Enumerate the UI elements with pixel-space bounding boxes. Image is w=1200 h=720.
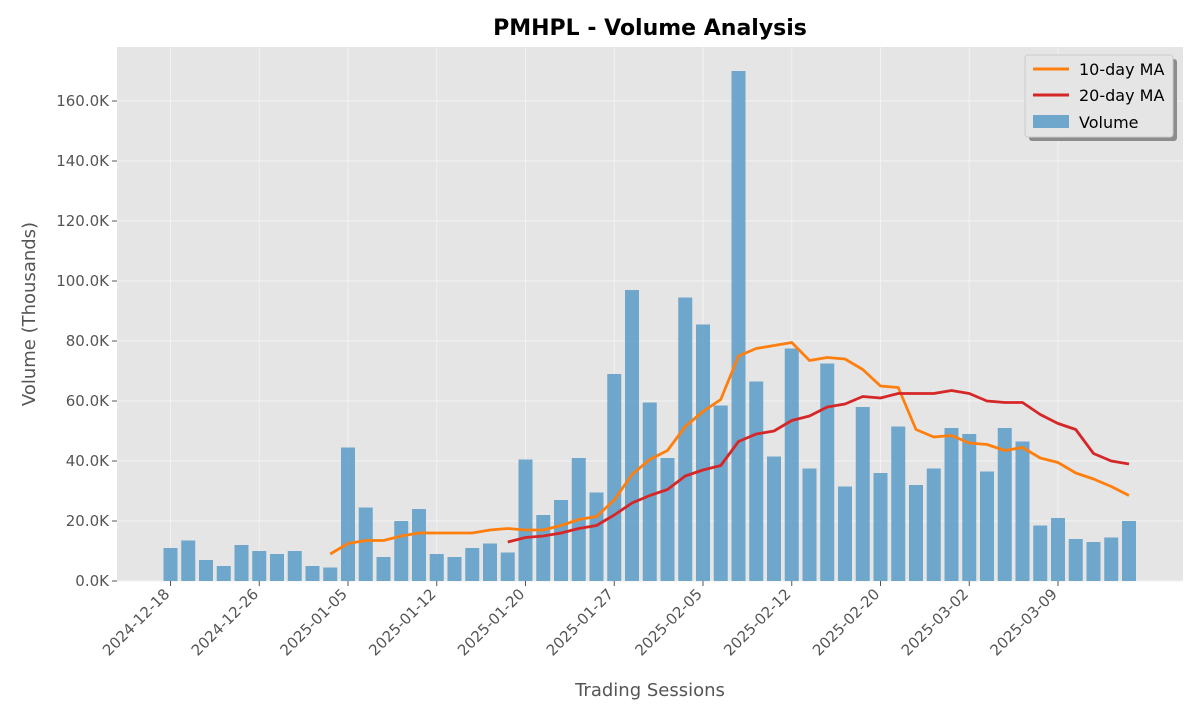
y-tick-label: 100.0K: [56, 272, 110, 290]
volume-bar: [962, 434, 977, 581]
volume-bar: [802, 468, 817, 581]
volume-bar: [731, 71, 746, 581]
volume-bar: [784, 348, 799, 581]
volume-bar: [412, 509, 426, 581]
volume-bar: [376, 557, 391, 581]
volume-bar: [163, 548, 178, 581]
x-tick-label: 2025-02-05: [631, 585, 705, 659]
ma-lines: [329, 341, 1130, 556]
volume-bar: [518, 459, 533, 581]
volume-bar: [181, 540, 196, 581]
volume-bar: [997, 428, 1012, 581]
volume-bars: [163, 71, 1136, 581]
volume-bar: [607, 374, 622, 581]
x-tick-label: 2025-01-05: [276, 585, 350, 659]
legend-volume-label: Volume: [1079, 113, 1139, 132]
volume-bar: [926, 468, 941, 581]
volume-bar: [465, 548, 480, 581]
volume-bar: [1104, 537, 1119, 581]
volume-bar: [678, 297, 693, 581]
y-tick-label: 20.0K: [66, 512, 110, 530]
legend-ma10-label: 10-day MA: [1079, 60, 1164, 79]
y-tick-label: 160.0K: [56, 92, 110, 110]
volume-bar: [767, 456, 781, 581]
chart-title: PMHPL - Volume Analysis: [493, 16, 807, 41]
volume-bar: [909, 485, 923, 581]
volume-bar: [270, 554, 284, 581]
volume-bar: [429, 554, 444, 581]
volume-bar: [980, 471, 994, 581]
x-tick-label: 2025-02-20: [809, 585, 883, 659]
volume-bar: [483, 543, 497, 581]
volume-bar: [1033, 525, 1048, 581]
volume-bar: [660, 458, 675, 581]
volume-bar: [1051, 518, 1065, 581]
volume-bar: [554, 500, 568, 581]
x-tick-label: 2025-01-12: [365, 585, 439, 659]
volume-bar: [1068, 539, 1083, 581]
volume-bar: [234, 545, 249, 581]
y-tick-label: 40.0K: [66, 452, 110, 470]
volume-bar: [287, 551, 302, 581]
volume-bar: [820, 363, 835, 581]
ma10-line: [329, 341, 1130, 556]
volume-bar: [341, 447, 355, 581]
volume-bar: [358, 507, 373, 581]
volume-bar: [749, 381, 764, 581]
y-tick-label: 60.0K: [66, 392, 110, 410]
y-axis-label: Volume (Thousands): [19, 222, 40, 406]
volume-bar: [713, 405, 728, 581]
volume-bar: [199, 560, 213, 581]
volume-bar: [1015, 441, 1030, 581]
x-tick-label: 2024-12-26: [188, 585, 262, 659]
volume-bar: [536, 515, 551, 581]
volume-bar: [394, 521, 409, 581]
x-tick-label: 2025-01-27: [543, 585, 617, 659]
y-tick-label: 0.0K: [75, 572, 110, 590]
x-tick-label: 2024-12-18: [99, 585, 173, 659]
x-tick-label: 2025-01-20: [454, 585, 528, 659]
volume-bar: [944, 428, 959, 581]
volume-bar: [642, 402, 657, 581]
volume-bar: [625, 290, 639, 581]
volume-bar: [696, 324, 710, 581]
volume-bar: [855, 407, 870, 581]
volume-bar: [891, 426, 906, 581]
y-axis: 0.0K 20.0K 40.0K 60.0K 80.0K 100.0K 120.0K 140.…: [56, 92, 117, 590]
x-tick-label: 2025-03-02: [898, 585, 972, 659]
volume-bar: [873, 473, 888, 581]
volume-bar: [838, 486, 852, 581]
y-tick-label: 80.0K: [66, 332, 110, 350]
volume-bar: [589, 492, 604, 581]
volume-bar: [447, 557, 462, 581]
legend-volume-swatch: [1033, 115, 1069, 128]
x-axis: 2024-12-18 2024-12-26 2025-01-05 2025-01-12…: [99, 581, 1061, 659]
ma20-line: [507, 389, 1130, 544]
y-tick-label: 120.0K: [56, 212, 110, 230]
y-tick-label: 140.0K: [56, 152, 110, 170]
x-tick-label: 2025-02-12: [720, 585, 794, 659]
volume-bar: [1086, 542, 1101, 581]
legend: 10-day MA 20-day MA Volume: [1024, 54, 1177, 141]
volume-bar: [500, 552, 515, 581]
x-axis-label: Trading Sessions: [574, 680, 725, 701]
volume-bar: [305, 566, 320, 581]
legend-ma20-label: 20-day MA: [1079, 86, 1164, 105]
volume-bar: [216, 566, 231, 581]
volume-bar: [323, 567, 338, 581]
x-tick-label: 2025-03-09: [986, 585, 1060, 659]
volume-bar: [1122, 521, 1136, 581]
volume-bar: [252, 551, 267, 581]
